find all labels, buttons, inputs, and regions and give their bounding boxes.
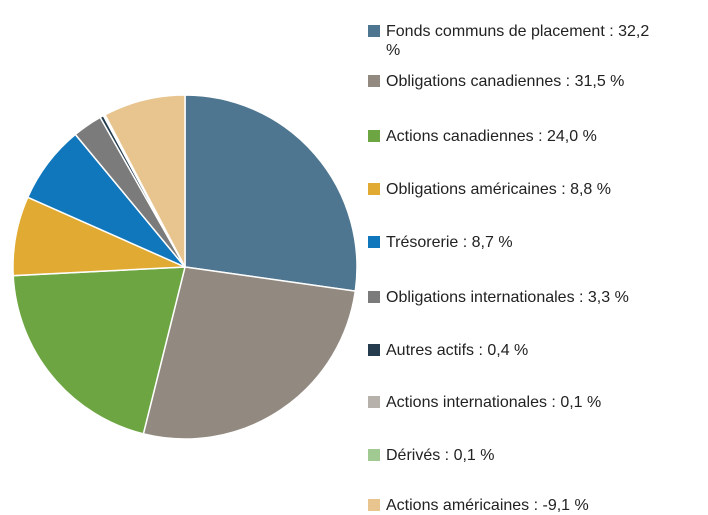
- legend-item: Obligations américaines : 8,8 %: [368, 180, 658, 199]
- legend-label: Trésorerie : 8,7 %: [386, 234, 513, 251]
- pie-slice: [142, 266, 357, 440]
- legend-swatch: [368, 25, 380, 37]
- legend-item: Actions internationales : 0,1 %: [368, 393, 658, 412]
- legend-label: Obligations américaines : 8,8 %: [386, 181, 611, 198]
- legend-label: Actions canadiennes : 24,0 %: [386, 128, 597, 145]
- legend-swatch: [368, 344, 380, 356]
- pie-slice: [12, 266, 186, 435]
- legend-item: Actions canadiennes : 24,0 %: [368, 127, 658, 146]
- legend-label: Obligations canadiennes : 31,5 %: [386, 73, 625, 90]
- legend-item: Trésorerie : 8,7 %: [368, 233, 658, 252]
- legend-swatch: [368, 449, 380, 461]
- legend-label: Obligations internationales : 3,3 %: [386, 289, 629, 306]
- legend-item: Actions américaines : -9,1 %: [368, 496, 658, 515]
- legend-item: Obligations canadiennes : 31,5 %: [368, 72, 658, 91]
- legend-swatch: [368, 183, 380, 195]
- legend-swatch: [368, 236, 380, 248]
- legend-swatch: [368, 499, 380, 511]
- legend-swatch: [368, 291, 380, 303]
- pie-slice: [103, 94, 186, 268]
- legend-swatch: [368, 75, 380, 87]
- pie: [12, 94, 358, 440]
- legend-label: Actions internationales : 0,1 %: [386, 394, 602, 411]
- legend-label: Actions américaines : -9,1 %: [386, 497, 589, 514]
- legend-item: Obligations internationales : 3,3 %: [368, 288, 658, 307]
- pie-slice: [184, 94, 358, 292]
- legend-item: Fonds communs de placement : 32,2 %: [368, 22, 658, 60]
- legend-item: Dérivés : 0,1 %: [368, 446, 658, 465]
- legend-label: Autres actifs : 0,4 %: [386, 342, 529, 359]
- legend-label: Dérivés : 0,1 %: [386, 447, 495, 464]
- legend-swatch: [368, 130, 380, 142]
- legend-label: Fonds communs de placement : 32,2 %: [386, 23, 650, 59]
- legend-item: Autres actifs : 0,4 %: [368, 341, 658, 360]
- legend-swatch: [368, 396, 380, 408]
